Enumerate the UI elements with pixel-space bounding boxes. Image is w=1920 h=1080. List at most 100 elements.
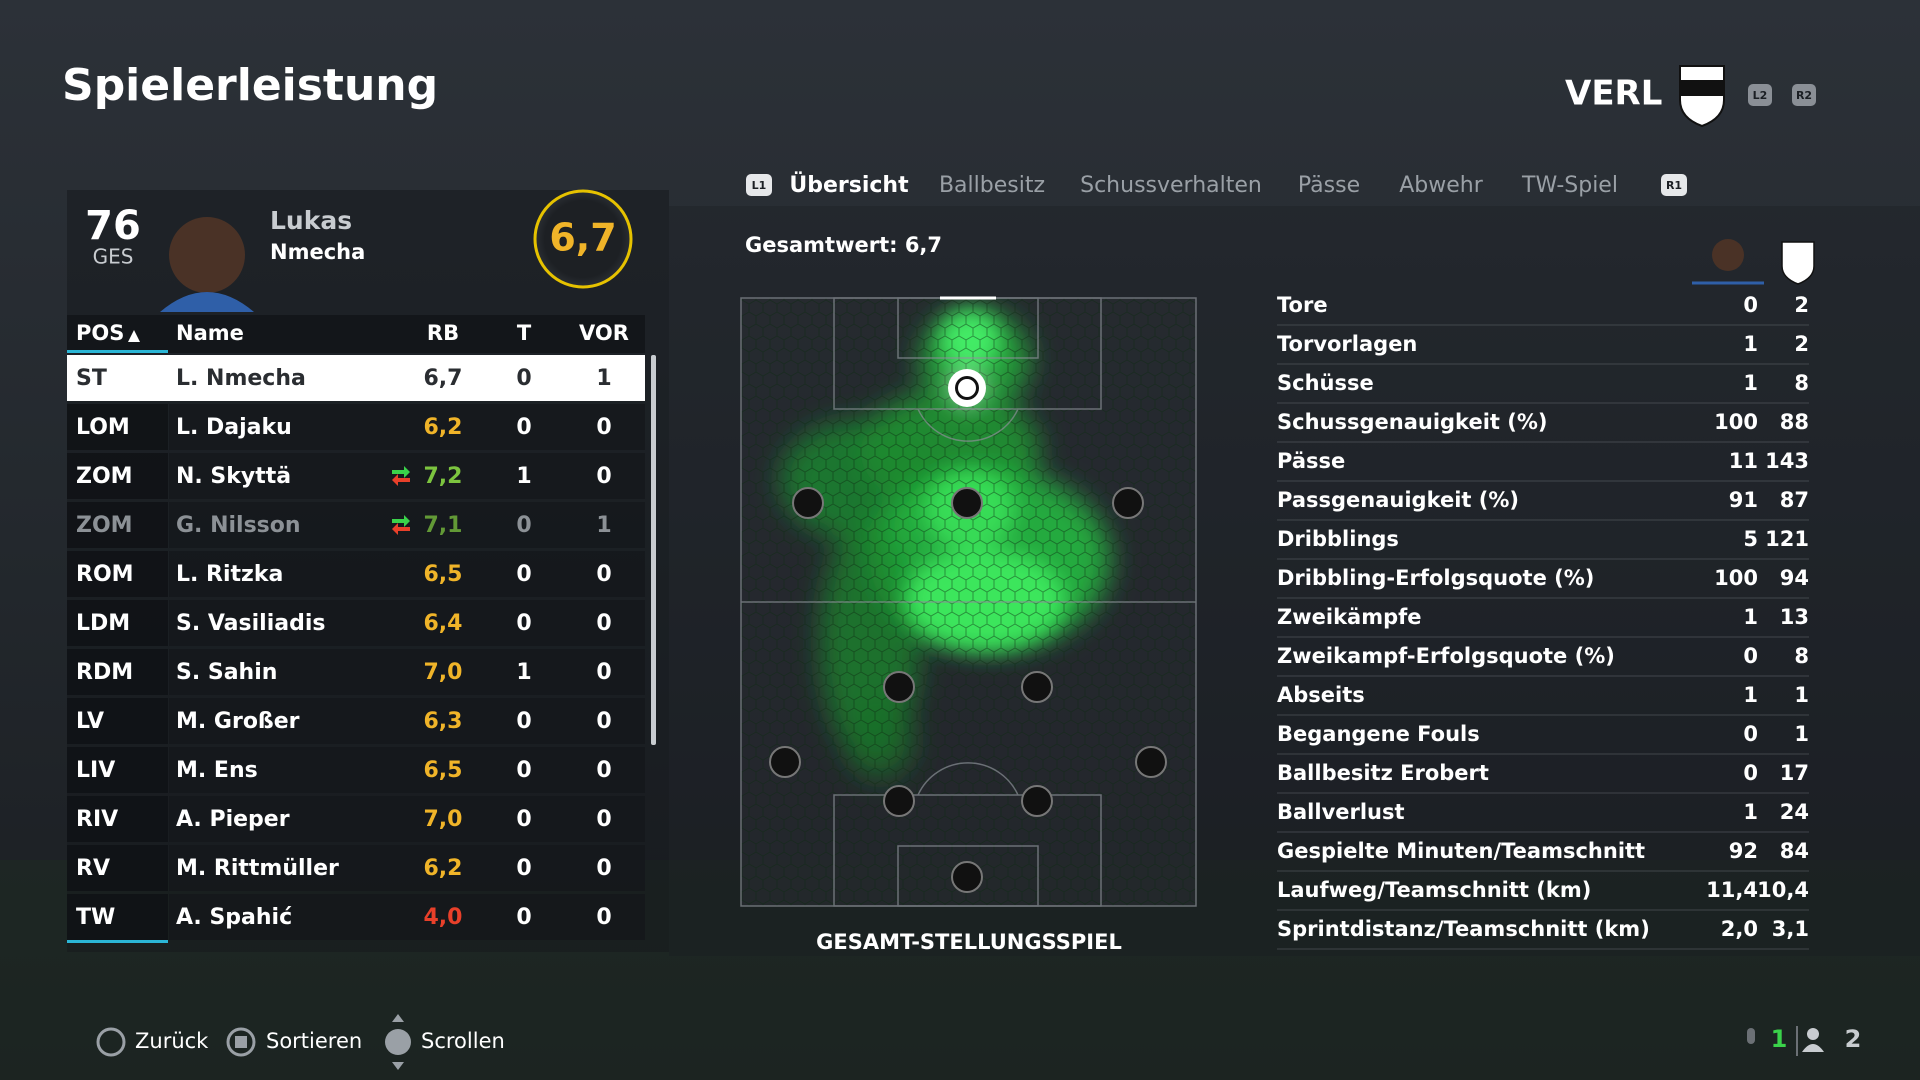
match-rating: 6,5 xyxy=(424,758,463,783)
stat-team-value: 24 xyxy=(1780,800,1809,824)
assists: 0 xyxy=(596,562,611,587)
player-row[interactable]: LIV M. Ens 6,5 0 0 xyxy=(67,747,645,793)
stat-team-value: 143 xyxy=(1765,449,1809,473)
position: ST xyxy=(76,366,107,391)
stat-player-value: 1 xyxy=(1743,332,1758,356)
goals: 0 xyxy=(516,709,531,734)
column-header[interactable]: Name xyxy=(176,321,244,345)
player-row[interactable]: LOM L. Dajaku 6,2 0 0 xyxy=(67,404,645,450)
position: ZOM xyxy=(76,464,133,489)
player-row[interactable]: ZOM G. Nilsson 7,1 0 1 xyxy=(67,502,645,548)
row-pos-bg xyxy=(67,894,168,940)
player-portrait xyxy=(160,217,254,312)
goals: 0 xyxy=(516,611,531,636)
l2-button[interactable] xyxy=(1748,84,1772,106)
assists: 0 xyxy=(596,660,611,685)
player-row[interactable]: RIV A. Pieper 7,0 0 0 xyxy=(67,796,645,842)
player-row[interactable]: ST L. Nmecha 6,7 0 1 xyxy=(67,355,645,401)
tab[interactable]: Ballbesitz xyxy=(939,173,1045,198)
sort-button-icon[interactable] xyxy=(226,1027,256,1057)
player-first-name: Lukas xyxy=(270,206,352,235)
scroll-stick-icon[interactable] xyxy=(385,1029,411,1055)
stat-label: Zweikämpfe xyxy=(1277,605,1422,629)
sort-indicator xyxy=(67,350,168,353)
r2-button[interactable] xyxy=(1792,84,1816,106)
scrollbar xyxy=(651,355,656,745)
tab[interactable]: Pässe xyxy=(1298,173,1360,198)
stat-team-value: 87 xyxy=(1780,488,1809,512)
goals: 0 xyxy=(516,905,531,930)
overall-rating: 76 xyxy=(85,203,141,249)
assists: 1 xyxy=(596,366,611,391)
row-bg xyxy=(169,600,645,646)
goals: 0 xyxy=(516,807,531,832)
stat-label: Pässe xyxy=(1277,449,1345,473)
player-name: L. Nmecha xyxy=(176,366,306,391)
stat-label: Sprintdistanz/Teamschnitt (km) xyxy=(1277,917,1650,941)
row-bg xyxy=(169,894,645,940)
match-rating: 7,2 xyxy=(424,464,463,489)
stat-player-value: 0 xyxy=(1743,761,1758,785)
l2-label: L2 xyxy=(1753,89,1768,102)
goals: 0 xyxy=(516,415,531,440)
player-row[interactable]: ZOM N. Skyttä 7,2 1 0 xyxy=(67,453,645,499)
column-header[interactable]: VOR xyxy=(579,321,629,345)
assists: 0 xyxy=(596,856,611,881)
stat-label: Dribblings xyxy=(1277,527,1399,551)
sub-out-arrow xyxy=(392,474,410,486)
stat-label: Torvorlagen xyxy=(1277,332,1417,356)
row-bg xyxy=(169,845,645,891)
stat-team-value: 8 xyxy=(1794,644,1809,668)
control-label: Sortieren xyxy=(266,1029,362,1053)
stat-label: Gespielte Minuten/Teamschnitt xyxy=(1277,839,1645,863)
column-header[interactable]: RB xyxy=(427,321,459,345)
back-button-icon[interactable] xyxy=(96,1027,126,1057)
stat-team-value: 17 xyxy=(1780,761,1809,785)
position: ROM xyxy=(76,562,134,587)
player-row[interactable]: RV M. Rittmüller 6,2 0 0 xyxy=(67,845,645,891)
player-name: L. Dajaku xyxy=(176,415,292,440)
stat-team-value: 2 xyxy=(1794,332,1809,356)
page-title: Spielerleistung xyxy=(62,60,438,111)
party-icon xyxy=(1802,1028,1824,1052)
player-row[interactable]: ROM L. Ritzka 6,5 0 0 xyxy=(67,551,645,597)
shoulder-button[interactable] xyxy=(1661,174,1687,196)
row-pos-bg xyxy=(67,600,168,646)
stat-team-value: 94 xyxy=(1780,566,1809,590)
tab[interactable]: TW-Spiel xyxy=(1521,173,1618,198)
goals: 0 xyxy=(516,562,531,587)
stat-label: Passgenauigkeit (%) xyxy=(1277,488,1519,512)
stat-team-value: 1 xyxy=(1794,722,1809,746)
column-header[interactable]: T xyxy=(517,321,532,345)
player-row[interactable]: LV M. Großer 6,3 0 0 xyxy=(67,698,645,744)
stat-team-value: 1 xyxy=(1794,683,1809,707)
tab[interactable]: Abwehr xyxy=(1399,173,1483,198)
heatmap-caption: GESAMT-STELLUNGSSPIEL xyxy=(816,930,1122,954)
player-last-name: Nmecha xyxy=(270,240,365,264)
table-header-bg xyxy=(67,315,645,353)
shoulder-button[interactable] xyxy=(746,174,772,196)
row-pos-bg xyxy=(67,698,168,744)
column-underline xyxy=(67,940,168,943)
sub-in-arrow xyxy=(392,466,410,478)
team-name: VERL xyxy=(1565,74,1662,114)
player-row[interactable]: RDM S. Sahin 7,0 1 0 xyxy=(67,649,645,695)
player-name: M. Rittmüller xyxy=(176,856,339,881)
player-row[interactable]: TW A. Spahić 4,0 0 0 xyxy=(67,894,645,940)
goals: 1 xyxy=(516,464,531,489)
column-header[interactable]: POS xyxy=(76,321,124,345)
match-rating: 6,7 xyxy=(424,366,463,391)
mic-icon xyxy=(1747,1028,1755,1044)
position: LOM xyxy=(76,415,130,440)
stat-player-value: 0 xyxy=(1743,293,1758,317)
goals: 0 xyxy=(516,513,531,538)
team-crest xyxy=(1679,65,1725,128)
tab[interactable]: Schussverhalten xyxy=(1080,173,1262,198)
party-count: 2 xyxy=(1845,1025,1862,1053)
player-row[interactable]: LDM S. Vasiliadis 6,4 0 0 xyxy=(67,600,645,646)
tab[interactable]: Übersicht xyxy=(789,172,909,198)
assists: 0 xyxy=(596,709,611,734)
stat-team-value: 10,4 xyxy=(1757,878,1809,902)
goals: 0 xyxy=(516,856,531,881)
